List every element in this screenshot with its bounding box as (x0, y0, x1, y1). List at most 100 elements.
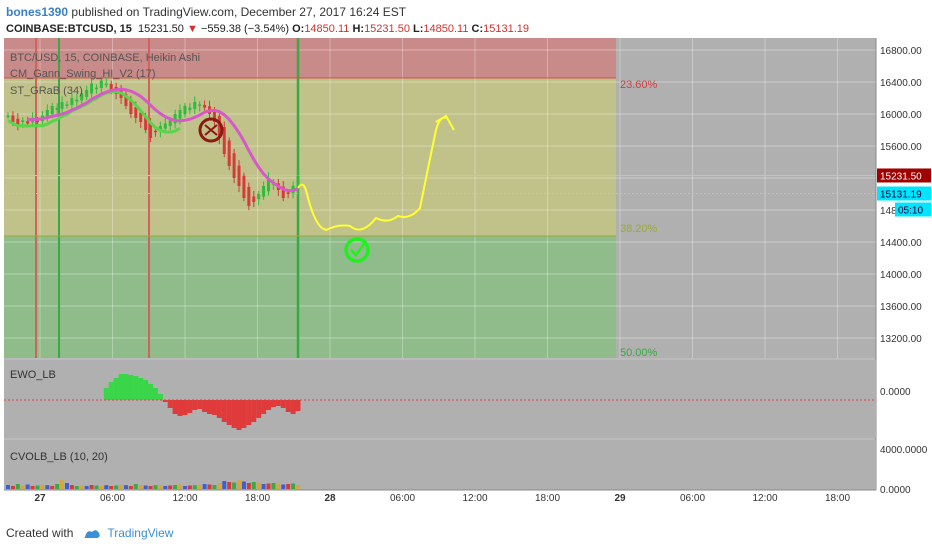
ewo-bar (162, 400, 168, 402)
price-axis[interactable] (876, 38, 932, 502)
publish-info: bones1390 published on TradingView.com, … (6, 5, 406, 19)
candle-body (80, 93, 84, 101)
candle-body (203, 104, 207, 108)
ewo-bar (152, 388, 158, 400)
volume-bar (123, 485, 128, 489)
footer: Created with TradingView (6, 526, 173, 540)
ewo-bar (261, 400, 267, 414)
ewo-bar (246, 400, 252, 425)
candle-body (90, 83, 94, 94)
volume-bar (178, 484, 183, 489)
ewo-bar (231, 400, 237, 428)
last-price: 15231.50 (138, 23, 184, 35)
y-tick-label: 13200.00 (880, 334, 922, 345)
candle-body (85, 90, 89, 97)
volume-bar (173, 485, 178, 489)
volume-bar (25, 484, 30, 489)
candle-body (267, 178, 271, 192)
candle-body (149, 123, 153, 138)
ewo-bar (113, 378, 119, 400)
volume-bar (227, 482, 232, 489)
candle-body (227, 140, 231, 166)
ewo-bar (280, 400, 286, 408)
candle-body (94, 87, 98, 90)
close-price-box (877, 186, 931, 201)
candle-body (6, 115, 10, 118)
volume-bar (281, 484, 286, 489)
candle-body (11, 115, 15, 122)
ewo-title: EWO_LB (10, 369, 56, 381)
candle-body (212, 110, 216, 122)
candle-body (286, 192, 290, 194)
cvolb-pane[interactable] (4, 440, 876, 490)
fib-zone-olive (4, 78, 616, 236)
volume-bar (153, 485, 158, 489)
candle-body (163, 123, 167, 129)
y-tick-label: 16400.00 (880, 78, 922, 89)
chart-area[interactable]: 16800.0016400.0016000.0015600.0015200.00… (0, 38, 932, 502)
volume-bar (182, 486, 187, 489)
volume-bar (104, 485, 109, 489)
ewo-y-tick: 0.0000 (880, 387, 911, 398)
ewo-bar (207, 400, 213, 414)
low-label: L: (413, 23, 424, 35)
ewo-bars (103, 374, 301, 430)
symbol-label: COINBASE:BTCUSD, 15 (6, 23, 132, 35)
volume-bar (10, 486, 15, 489)
volume-bar (237, 480, 242, 489)
candle-body (168, 120, 172, 127)
ewo-bar (143, 380, 149, 400)
candle-body (55, 107, 59, 111)
y-tick-label: 14400.00 (880, 238, 922, 249)
indicator-title: ST_GRaB (34) (10, 85, 83, 97)
volume-bar (55, 484, 60, 489)
ewo-bar (226, 400, 232, 425)
candle-body (50, 106, 54, 115)
ewo-bar (211, 400, 217, 415)
fib-labels: 23.60% 38.20% 50.00% (620, 79, 658, 359)
high-label: H: (352, 23, 365, 35)
indicator-title: CM_Gann_Swing_HI_V2 (17) (10, 68, 156, 80)
x-tick-label: 12:00 (752, 493, 777, 502)
candle-body (262, 186, 266, 197)
ewo-bar (266, 400, 272, 410)
time-axis[interactable] (0, 490, 876, 502)
volume-bar (133, 484, 138, 489)
volume-bar (202, 484, 207, 489)
high-value: 15231.50 (364, 23, 410, 35)
ewo-bar (138, 378, 144, 400)
tradingview-link[interactable]: TradingView (107, 526, 174, 540)
candle-body (70, 98, 74, 105)
low-value: 14850.11 (423, 23, 469, 35)
volume-bar (79, 485, 84, 489)
x-tick-label: 06:00 (100, 493, 125, 502)
volume-bar (94, 485, 99, 489)
candle-body (134, 107, 138, 118)
volume-bar (74, 486, 79, 489)
candle-body (45, 110, 49, 119)
volume-bar (30, 486, 35, 489)
x-icon (204, 124, 218, 136)
candle-body (99, 80, 103, 89)
volume-bar (158, 484, 163, 489)
x-tick-label: 06:00 (680, 493, 705, 502)
projection-path (297, 114, 455, 232)
fib-zone-red (4, 38, 616, 78)
volume-bar (50, 486, 55, 489)
candle-body (237, 165, 241, 186)
volume-bar (261, 484, 266, 489)
candle-body (75, 99, 79, 102)
close-value: 15131.19 (483, 23, 530, 35)
x-tick-label: 12:00 (172, 493, 197, 502)
cvolb-title: CVOLB_LB (10, 20) (10, 451, 108, 463)
last-price-box (877, 168, 931, 183)
cvolb-y-tick: 0.0000 (880, 485, 911, 496)
volume-bar (266, 483, 271, 489)
author-link[interactable]: bones1390 (6, 5, 69, 19)
close-label: C: (471, 23, 484, 35)
price-boxes: 15231.50 15131.19 05:10 (877, 168, 931, 217)
volume-bar (286, 484, 291, 489)
pane-title: BTC/USD, 15, COINBASE, Heikin Ashi (10, 52, 200, 64)
created-with-label: Created with (6, 526, 74, 540)
ewo-bar (251, 400, 257, 422)
